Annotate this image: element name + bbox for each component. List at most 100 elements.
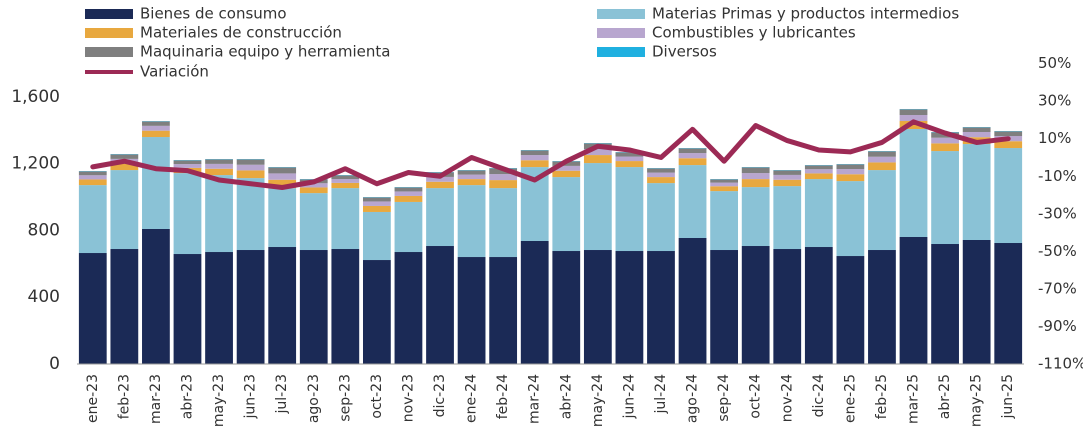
bar-segment bbox=[994, 141, 1023, 149]
legend-swatch bbox=[597, 28, 645, 38]
bar-segment bbox=[362, 197, 391, 202]
bar-segment bbox=[710, 179, 739, 183]
bar-segment bbox=[331, 182, 360, 189]
bar-segment bbox=[489, 188, 518, 258]
bar-segment bbox=[520, 155, 549, 161]
bar-segment bbox=[457, 170, 486, 175]
x-tick-label: ene-23 bbox=[85, 374, 101, 423]
bar-segment bbox=[457, 257, 486, 364]
x-tick-label: may-24 bbox=[590, 374, 606, 427]
bar-segment bbox=[647, 168, 675, 173]
bar-segment bbox=[362, 260, 391, 364]
x-tick-label: ago-23 bbox=[306, 374, 322, 423]
x-tick-label: feb-25 bbox=[874, 374, 890, 419]
bar-segment bbox=[678, 153, 707, 159]
y2-tick-label: -50% bbox=[1038, 242, 1077, 260]
bar-segment bbox=[804, 247, 833, 364]
legend-label: Bienes de consumo bbox=[140, 5, 287, 23]
y2-tick-label: 50% bbox=[1038, 54, 1071, 72]
bar-segment bbox=[678, 165, 707, 238]
x-tick-label: dic-24 bbox=[811, 374, 827, 417]
x-tick-label: ene-24 bbox=[464, 374, 480, 423]
bar-segment bbox=[678, 237, 707, 364]
bar-segment bbox=[268, 247, 297, 364]
bar-segment bbox=[583, 149, 612, 156]
bar-segment bbox=[962, 144, 991, 241]
bar-segment bbox=[899, 236, 928, 364]
bar-segment bbox=[268, 173, 297, 180]
x-tick-label: jul-23 bbox=[274, 374, 290, 415]
bar-segment bbox=[615, 251, 644, 364]
bar-segment bbox=[741, 167, 770, 174]
bar-segment bbox=[710, 191, 739, 251]
bar-segment bbox=[362, 211, 391, 261]
bar-segment bbox=[236, 159, 265, 165]
bar-segment bbox=[804, 169, 833, 174]
bar-segment bbox=[173, 254, 202, 364]
bar-segment bbox=[868, 250, 896, 364]
x-tick-label: dic-23 bbox=[432, 374, 448, 417]
y2-tick-label: 30% bbox=[1038, 92, 1071, 110]
bar-segment bbox=[710, 182, 739, 187]
bar-segment bbox=[931, 143, 959, 152]
bar-segment bbox=[899, 115, 928, 122]
bar-segment bbox=[205, 175, 233, 253]
y2-tick-label: -10% bbox=[1038, 167, 1077, 185]
bar-segment bbox=[394, 195, 423, 202]
bar-segment bbox=[899, 109, 928, 116]
bar-segment bbox=[110, 163, 139, 171]
bar-segment bbox=[110, 249, 139, 364]
bar-segment bbox=[962, 127, 991, 133]
bar-segment bbox=[552, 170, 581, 178]
x-tick-label: mar-23 bbox=[148, 374, 164, 424]
bar-segment bbox=[899, 121, 928, 130]
bar-segment bbox=[394, 187, 423, 192]
bar-segment bbox=[741, 179, 770, 188]
bar-segment bbox=[457, 179, 486, 186]
bar-segment bbox=[647, 172, 675, 178]
bar-segment bbox=[520, 241, 549, 364]
bar-segment bbox=[615, 161, 644, 168]
bar-segment bbox=[426, 188, 454, 247]
bar-segment bbox=[931, 151, 959, 245]
bar-segment bbox=[615, 167, 644, 252]
bar-segment bbox=[868, 156, 896, 163]
bar-segment bbox=[899, 129, 928, 237]
bar-segment bbox=[931, 137, 959, 144]
bar-segment bbox=[773, 170, 802, 175]
bar-segment bbox=[489, 174, 518, 181]
bar-segment bbox=[773, 249, 802, 364]
bar-segment bbox=[836, 256, 865, 364]
bar-segment bbox=[457, 185, 486, 258]
bar-segment bbox=[173, 164, 202, 168]
x-tick-label: feb-23 bbox=[116, 374, 132, 419]
bar-segment bbox=[299, 187, 328, 194]
bar-segment bbox=[331, 175, 360, 180]
bar-segment bbox=[647, 251, 675, 364]
x-tick-label: nov-24 bbox=[779, 374, 795, 422]
bar-segment bbox=[110, 154, 139, 159]
bar-segment bbox=[110, 170, 139, 250]
bar-segment bbox=[836, 181, 865, 257]
bar-segment bbox=[710, 250, 739, 364]
bar-segment bbox=[994, 243, 1023, 364]
x-tick-label: abr-23 bbox=[179, 374, 195, 419]
bar-segment bbox=[868, 162, 896, 171]
bar-segment bbox=[741, 246, 770, 364]
bar-segment bbox=[836, 174, 865, 182]
bar-segment bbox=[489, 180, 518, 189]
x-tick-label: jun-25 bbox=[1000, 374, 1016, 420]
x-tick-label: jun-24 bbox=[621, 374, 637, 420]
bar-segment bbox=[394, 191, 423, 196]
y2-tick-label: -30% bbox=[1038, 204, 1077, 222]
bar-segment bbox=[520, 150, 549, 156]
bar-segment bbox=[331, 179, 360, 183]
bar-segment bbox=[615, 156, 644, 162]
bar-segment bbox=[678, 148, 707, 154]
bar-segment bbox=[773, 186, 802, 250]
legend-label: Combustibles y lubricantes bbox=[652, 24, 856, 42]
bar-segment bbox=[678, 158, 707, 166]
bar-segment bbox=[362, 205, 391, 212]
bar-segment bbox=[78, 185, 107, 254]
